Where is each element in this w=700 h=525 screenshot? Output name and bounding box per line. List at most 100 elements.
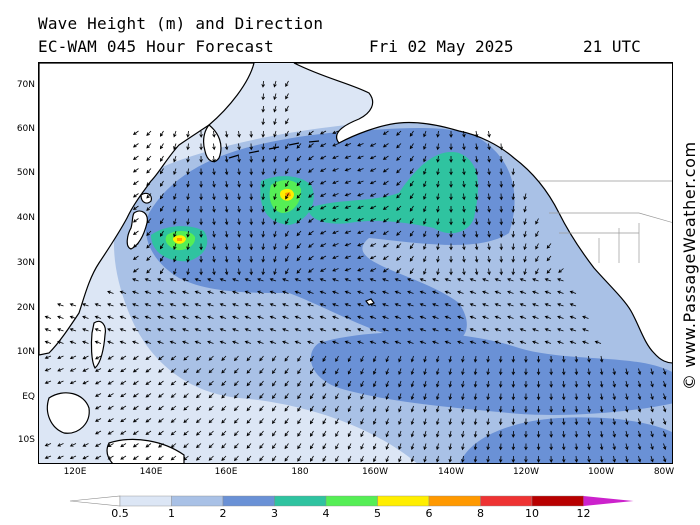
direction-arrow: [423, 218, 427, 225]
direction-arrow: [461, 443, 465, 451]
direction-arrow: [224, 143, 229, 151]
direction-arrow: [409, 193, 414, 200]
direction-arrow: [195, 430, 202, 436]
direction-arrow: [249, 218, 253, 226]
direction-arrow: [244, 328, 252, 332]
direction-arrow: [662, 380, 667, 388]
direction-arrow: [519, 340, 527, 344]
direction-arrow: [95, 380, 102, 385]
direction-arrow: [435, 430, 440, 438]
direction-arrow: [297, 443, 302, 450]
direction-arrow: [297, 418, 302, 425]
direction-arrow: [232, 315, 239, 319]
direction-arrow: [519, 303, 527, 307]
direction-arrow: [309, 393, 314, 400]
direction-arrow: [486, 405, 490, 413]
direction-arrow: [296, 218, 302, 224]
direction-arrow: [473, 393, 478, 401]
direction-arrow: [269, 315, 277, 319]
direction-arrow: [186, 205, 190, 213]
direction-arrow: [195, 418, 202, 424]
direction-arrow: [244, 278, 252, 282]
direction-arrow: [449, 130, 453, 138]
direction-arrow: [494, 303, 502, 307]
direction-arrow: [382, 278, 389, 282]
direction-arrow: [448, 368, 453, 376]
direction-arrow: [173, 268, 177, 275]
direction-arrow: [224, 155, 229, 163]
direction-arrow: [44, 455, 52, 459]
direction-arrow: [462, 255, 466, 263]
direction-arrow: [224, 218, 229, 226]
direction-arrow: [507, 290, 514, 294]
direction-arrow: [57, 303, 64, 307]
direction-arrow: [499, 243, 504, 251]
direction-arrow: [320, 155, 327, 160]
direction-arrow: [474, 218, 479, 226]
direction-arrow: [285, 243, 289, 250]
direction-arrow: [159, 268, 164, 275]
direction-arrow: [549, 443, 553, 451]
legend-swatch: [428, 495, 481, 507]
direction-arrow: [574, 443, 579, 451]
direction-arrow: [246, 443, 252, 449]
direction-arrow: [599, 393, 604, 401]
wave-height-map[interactable]: [38, 62, 673, 464]
wave-peak-japan: [177, 238, 182, 241]
wave-zone-2-3m-south: [459, 417, 672, 463]
direction-arrow: [662, 418, 667, 425]
direction-arrow: [347, 393, 352, 400]
direction-arrow: [219, 315, 227, 319]
direction-arrow: [146, 180, 152, 186]
direction-arrow: [237, 143, 241, 151]
longitude-label: 120W: [512, 467, 540, 477]
direction-arrow: [535, 230, 539, 238]
direction-arrow: [195, 443, 202, 449]
direction-arrow: [237, 243, 241, 251]
direction-arrow: [357, 143, 364, 147]
direction-arrow: [335, 430, 339, 438]
direction-arrow: [474, 130, 479, 138]
direction-arrow: [587, 430, 591, 438]
direction-arrow: [436, 218, 440, 226]
direction-arrow: [296, 193, 302, 199]
direction-arrow: [271, 393, 277, 400]
wave-zone-3-4m-gulf: [308, 152, 479, 234]
direction-arrow: [398, 418, 402, 425]
direction-arrow: [320, 255, 327, 260]
direction-arrow: [382, 193, 389, 198]
direction-arrow: [561, 380, 566, 388]
direction-arrow: [119, 315, 127, 319]
direction-arrow: [237, 180, 241, 188]
legend-swatch: [222, 495, 275, 507]
direction-arrow: [319, 328, 327, 332]
legend-swatch: [119, 495, 172, 507]
direction-arrow: [544, 278, 552, 282]
direction-arrow: [360, 430, 364, 438]
latitude-label: 20N: [16, 303, 35, 313]
direction-arrow: [44, 355, 52, 359]
direction-arrow: [662, 393, 667, 400]
direction-arrow: [498, 393, 503, 401]
direction-arrow: [625, 418, 629, 426]
direction-arrow: [511, 430, 516, 438]
direction-arrow: [561, 455, 566, 463]
direction-arrow: [296, 180, 302, 187]
direction-arrow: [409, 218, 414, 225]
direction-arrow: [557, 315, 564, 319]
direction-arrow: [369, 303, 377, 307]
direction-arrow: [432, 340, 439, 344]
direction-arrow: [307, 315, 314, 319]
direction-arrow: [307, 328, 314, 332]
direction-arrow: [535, 255, 539, 263]
direction-arrow: [273, 168, 277, 176]
direction-arrow: [224, 230, 229, 238]
direction-arrow: [294, 328, 302, 332]
direction-arrow: [158, 355, 164, 361]
direction-arrow: [449, 230, 453, 238]
direction-arrow: [146, 243, 152, 249]
direction-arrow: [462, 130, 466, 138]
direction-arrow: [449, 243, 453, 251]
direction-arrow: [221, 455, 227, 461]
direction-arrow: [423, 255, 427, 263]
